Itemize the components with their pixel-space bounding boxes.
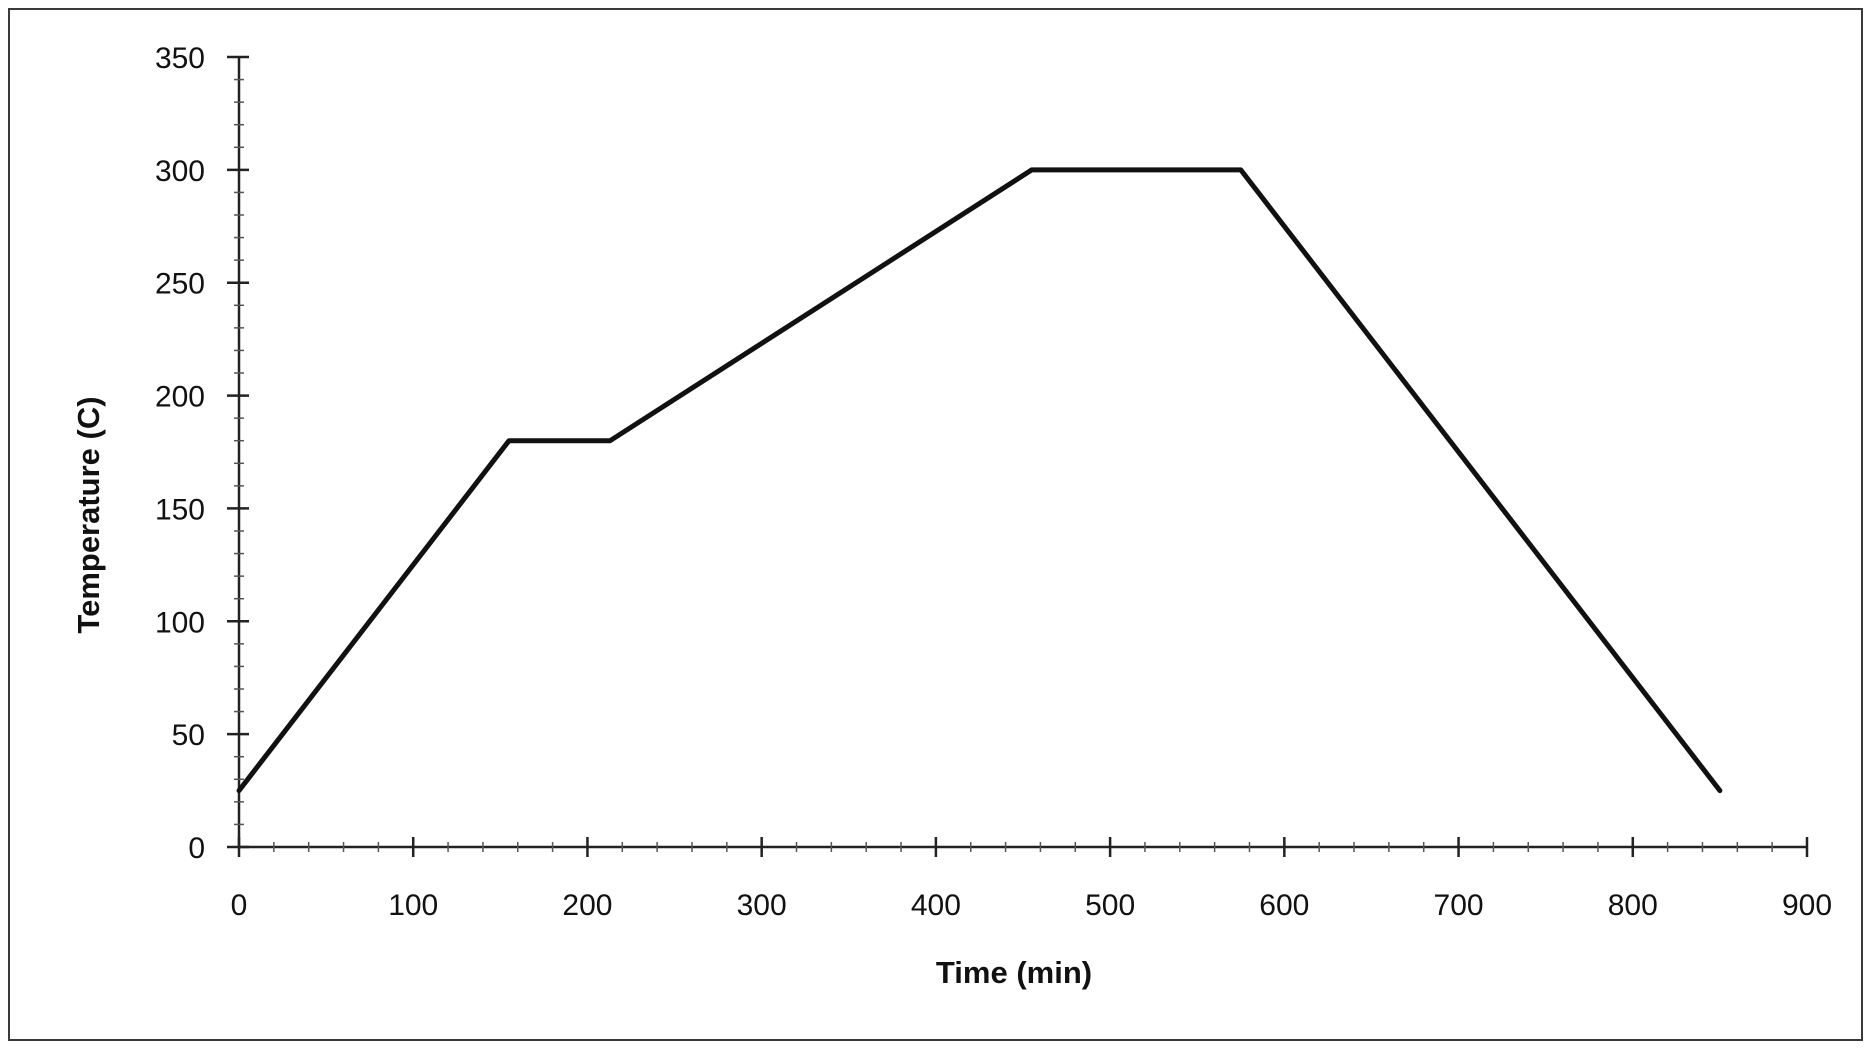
x-tick-label: 500 <box>1085 889 1135 922</box>
x-tick-label: 400 <box>911 889 961 922</box>
chart-svg: 0 100 200 300 400 500 600 700 800 900 0 50 100 150 200… <box>10 10 1865 1043</box>
y-tick-label: 350 <box>155 42 205 75</box>
x-tick-label: 700 <box>1434 889 1484 922</box>
x-tick-label: 0 <box>231 889 248 922</box>
temperature-series-line <box>239 170 1720 791</box>
y-tick-label: 0 <box>188 832 205 865</box>
series-layer <box>239 170 1720 791</box>
y-tick-label: 250 <box>155 268 205 301</box>
x-tick-label: 200 <box>562 889 612 922</box>
x-axis-title: Time (min) <box>936 955 1092 990</box>
x-tick-label: 800 <box>1608 889 1658 922</box>
x-tick-label: 300 <box>737 889 787 922</box>
y-tick-label: 150 <box>155 493 205 526</box>
x-tick-label: 900 <box>1782 889 1832 922</box>
x-tick-label: 100 <box>388 889 438 922</box>
x-tick-label: 600 <box>1259 889 1309 922</box>
y-axis-title: Temperature (C) <box>71 396 106 633</box>
y-tick-label: 300 <box>155 155 205 188</box>
chart-frame: 0 100 200 300 400 500 600 700 800 900 0 50 100 150 200… <box>8 8 1863 1041</box>
y-tick-label: 200 <box>155 381 205 414</box>
labels-layer: 0 100 200 300 400 500 600 700 800 900 0 50 100 150 200… <box>155 42 1832 922</box>
y-tick-label: 100 <box>155 606 205 639</box>
y-tick-label: 50 <box>172 719 205 752</box>
